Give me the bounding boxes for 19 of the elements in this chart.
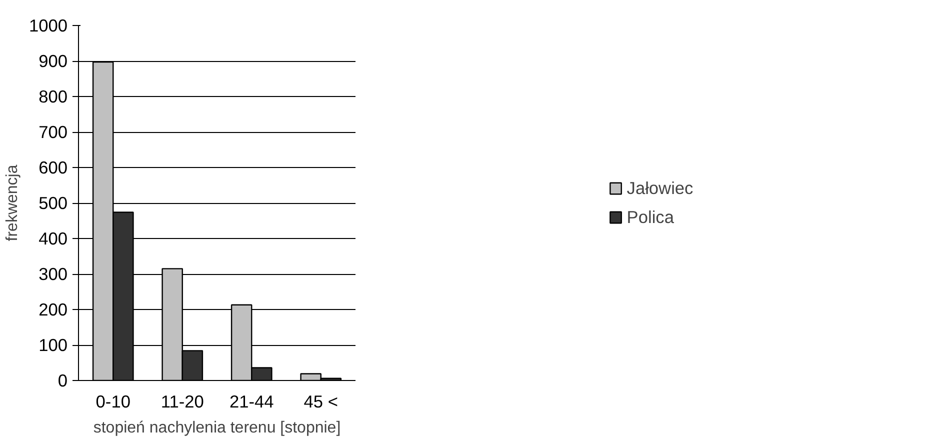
- y-tick-label: 500: [38, 193, 68, 213]
- x-tick-label: 0-10: [96, 392, 130, 412]
- y-tick-label: 300: [38, 264, 68, 284]
- y-tick-label: 0: [58, 370, 68, 390]
- y-tick-label: 900: [38, 51, 68, 71]
- y-tick-label: 800: [38, 86, 68, 106]
- y-tick-label: 400: [38, 228, 68, 248]
- x-axis-title: stopień nachylenia terenu [stopnie]: [93, 420, 341, 436]
- y-tick-label: 600: [38, 158, 68, 178]
- y-tick-label: 1000: [28, 16, 68, 36]
- x-tick-label: 11-20: [160, 392, 204, 412]
- y-tick-label: 100: [38, 335, 68, 355]
- y-axis-title: frekwencja: [4, 164, 21, 242]
- legend-label: Jałowiec: [626, 178, 694, 198]
- legend-label: Polica: [626, 206, 674, 228]
- y-tick-label: 700: [38, 122, 68, 142]
- x-tick-label: 45 <: [304, 392, 338, 412]
- x-tick-label: 21-44: [229, 392, 274, 412]
- y-tick-label: 200: [38, 300, 68, 320]
